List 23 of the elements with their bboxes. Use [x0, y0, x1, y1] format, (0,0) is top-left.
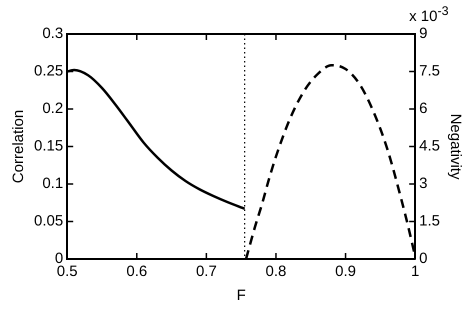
y-tick-label: 0.1: [42, 175, 64, 192]
text: x 10$^{-3}$: [409, 4, 449, 25]
y2-tick-label: 6: [419, 100, 428, 118]
x-tick-label: 0.8: [266, 263, 286, 280]
y-tick-label: 0.2: [42, 100, 64, 118]
y-tick-label: 0.15: [34, 138, 64, 155]
y2-tick-label: 1.5: [419, 212, 440, 230]
y-axis-title: Correlation: [10, 110, 28, 184]
x-axis-title: F: [236, 287, 246, 304]
y-tick-label: 0.25: [34, 62, 64, 80]
y-tick-label: 0.3: [42, 25, 64, 42]
y2-axis-title: Negativity: [446, 114, 464, 180]
x-tick-label: 0.6: [126, 263, 148, 280]
y2-tick-label: 0: [419, 250, 428, 268]
x-tick-label: 0.7: [196, 263, 217, 280]
y2-tick-label: 3: [419, 175, 428, 192]
y-tick-label: 0.05: [34, 212, 64, 230]
x-tick-label: 1: [410, 263, 420, 280]
y2-tick-label: 7.5: [419, 62, 440, 80]
x-tick-label: 0.9: [335, 263, 356, 280]
y2-tick-label: 4.5: [419, 138, 440, 155]
y2-tick-label: 9: [419, 25, 428, 42]
x-tick-label: 0.5: [56, 263, 78, 280]
